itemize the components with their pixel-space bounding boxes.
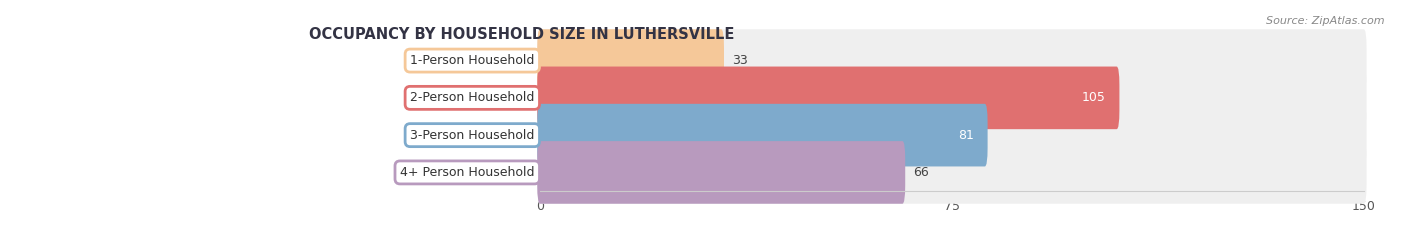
Text: 3-Person Household: 3-Person Household	[411, 129, 534, 142]
Text: Source: ZipAtlas.com: Source: ZipAtlas.com	[1267, 16, 1385, 26]
Text: 1-Person Household: 1-Person Household	[411, 54, 534, 67]
Text: 2-Person Household: 2-Person Household	[411, 91, 534, 104]
FancyBboxPatch shape	[537, 29, 724, 92]
Text: 105: 105	[1081, 91, 1105, 104]
FancyBboxPatch shape	[537, 67, 1367, 129]
Text: 66: 66	[914, 166, 929, 179]
FancyBboxPatch shape	[537, 29, 1367, 92]
FancyBboxPatch shape	[537, 141, 1367, 204]
FancyBboxPatch shape	[537, 141, 905, 204]
Text: 4+ Person Household: 4+ Person Household	[399, 166, 534, 179]
Text: 33: 33	[733, 54, 748, 67]
FancyBboxPatch shape	[537, 67, 1119, 129]
FancyBboxPatch shape	[537, 104, 1367, 166]
Text: 81: 81	[957, 129, 974, 142]
Text: OCCUPANCY BY HOUSEHOLD SIZE IN LUTHERSVILLE: OCCUPANCY BY HOUSEHOLD SIZE IN LUTHERSVI…	[309, 27, 735, 42]
FancyBboxPatch shape	[537, 104, 987, 166]
